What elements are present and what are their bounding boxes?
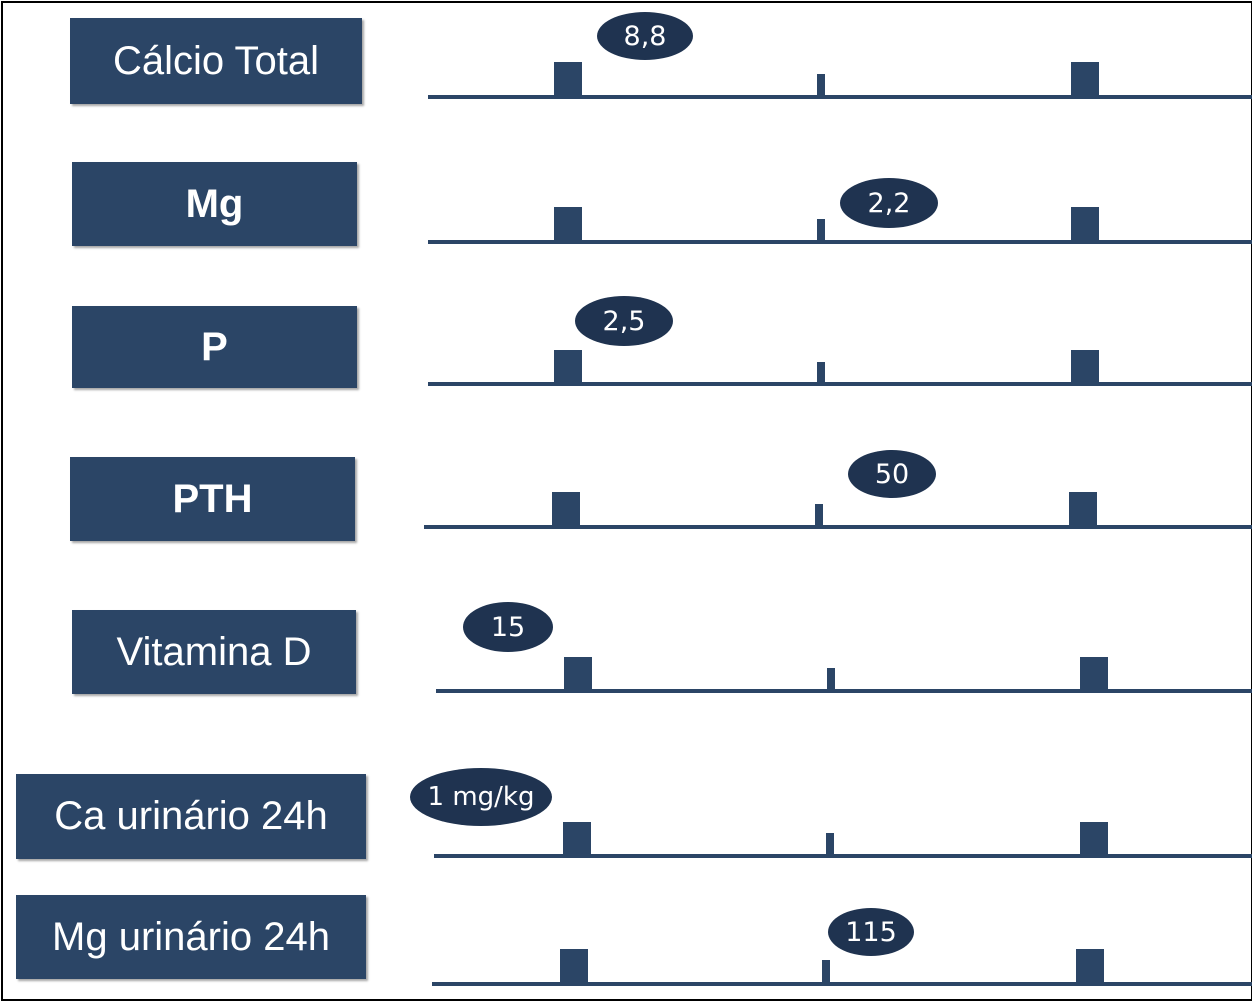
diagram-frame xyxy=(1,1,1252,1001)
